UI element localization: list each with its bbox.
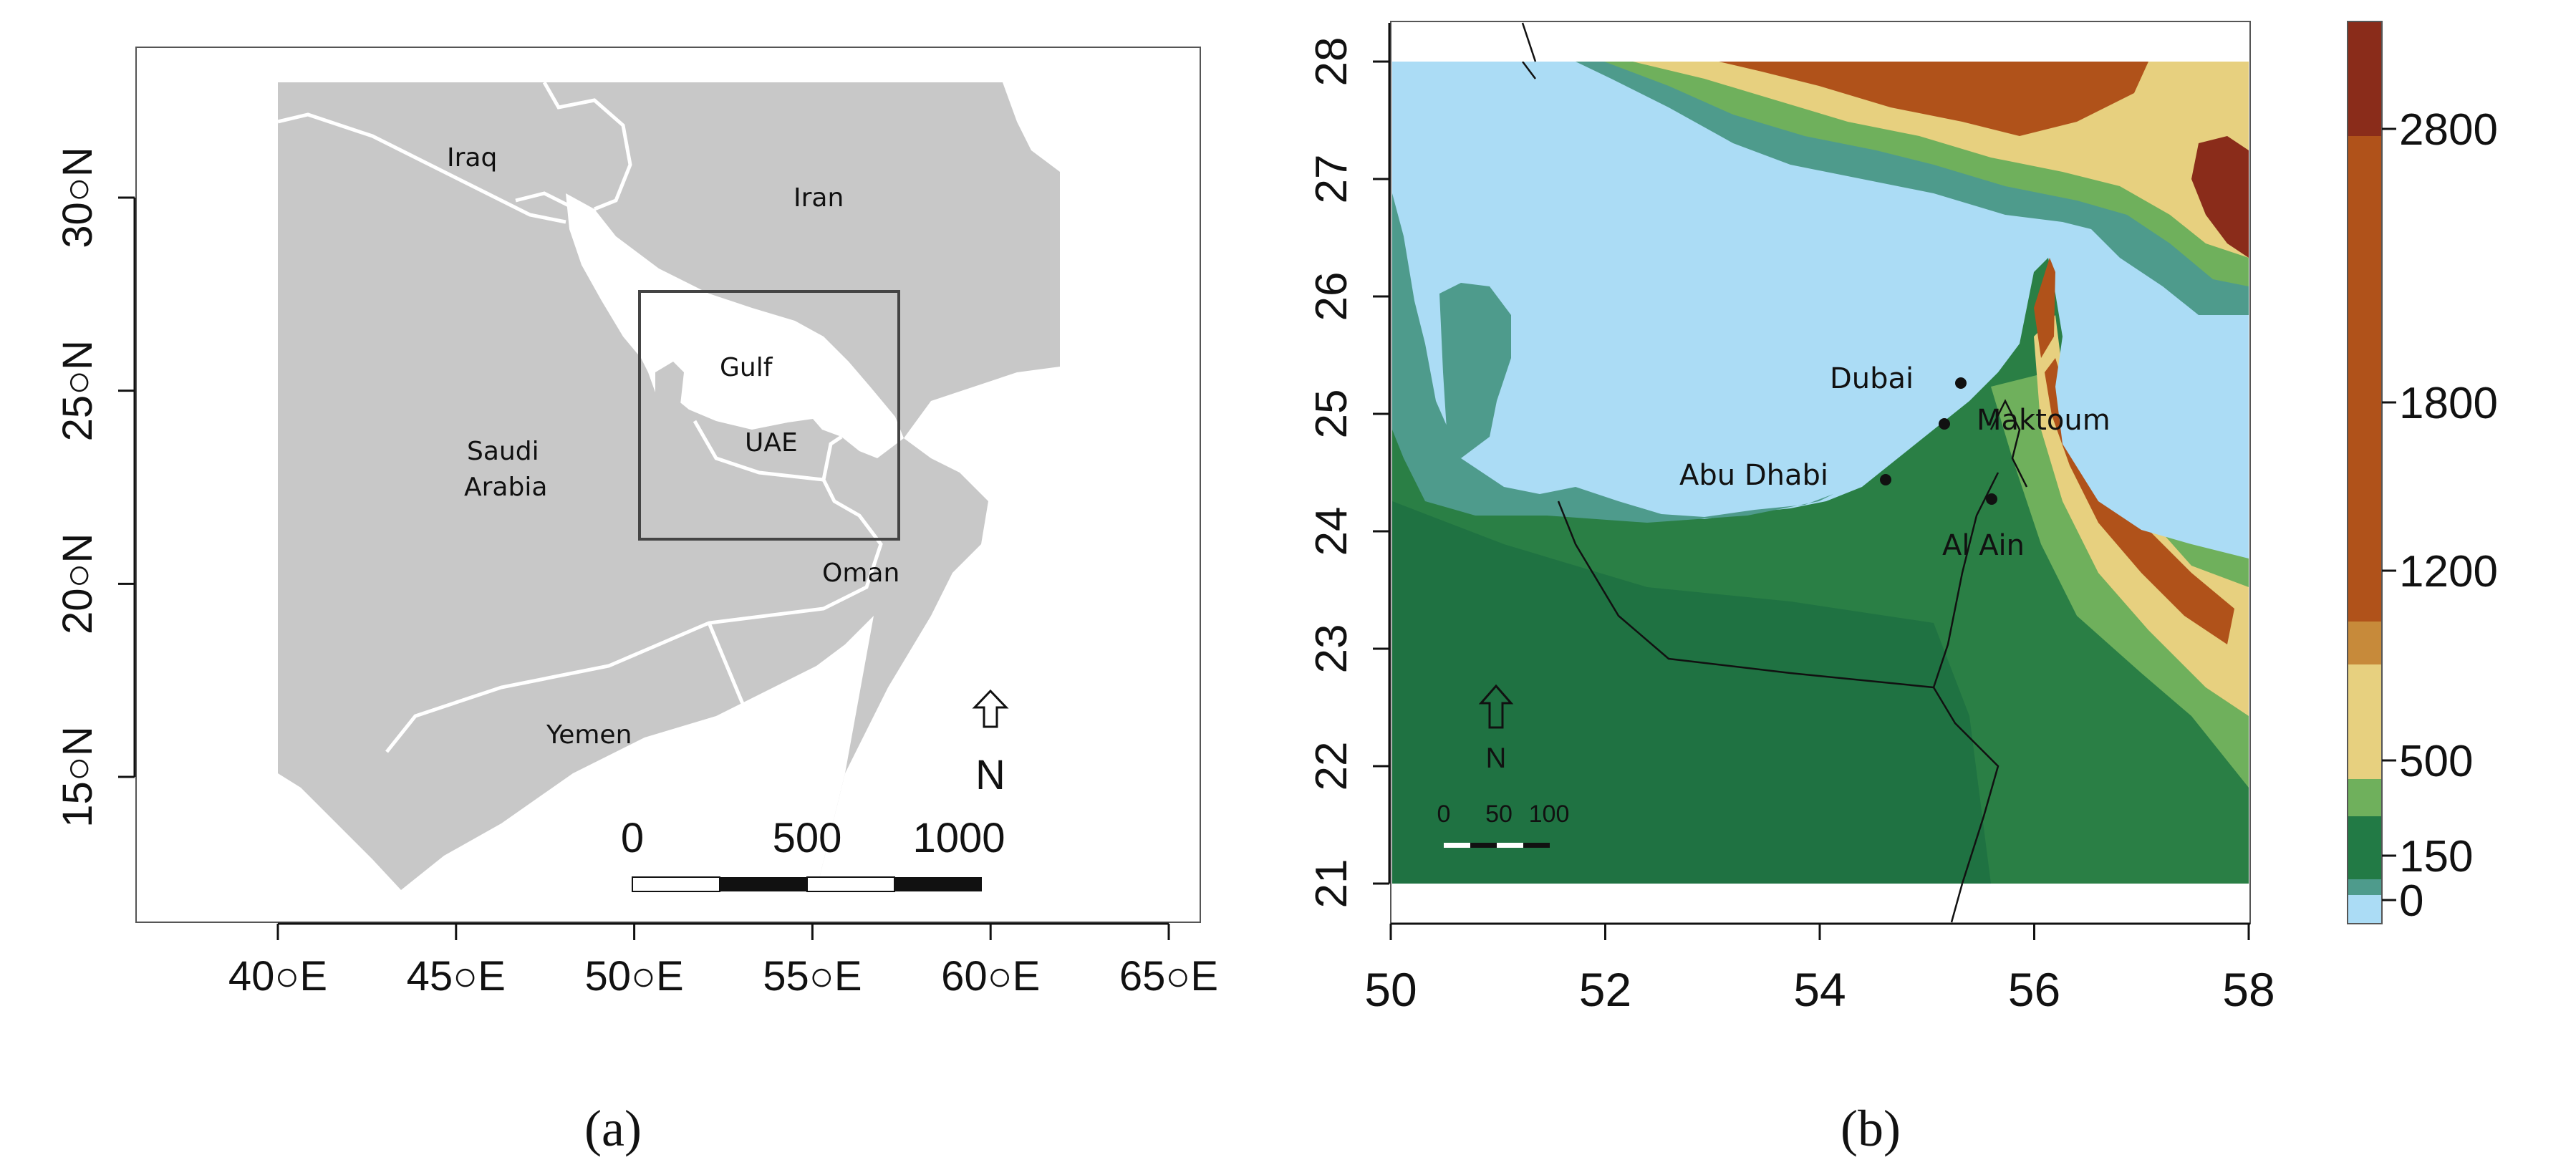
legend-swatch — [2348, 136, 2382, 622]
mountain-ridge — [2045, 358, 2234, 644]
panel-b-borders — [1522, 62, 2028, 884]
qatar-peninsula — [1439, 283, 1511, 458]
musandam — [2034, 258, 2055, 358]
city-maktoum-marker — [1939, 418, 1950, 430]
b-xtick-label: 50 — [1364, 963, 1417, 1016]
panel-b-x-axis: 50 52 54 56 58 — [1364, 922, 2275, 1016]
north-arrow-icon — [1478, 684, 1514, 729]
legend-swatch — [2348, 895, 2382, 924]
a-xtick-label: 60○E — [941, 953, 1040, 1000]
a-ytick-label: 30○N — [54, 147, 101, 248]
label-arabia: Arabia — [464, 473, 547, 502]
b-xtick-label: 54 — [1793, 963, 1846, 1016]
label-oman: Oman — [822, 559, 899, 588]
label-yemen: Yemen — [546, 720, 632, 750]
a-ytick-label: 15○N — [54, 726, 101, 827]
city-dubai-marker — [1955, 377, 1967, 389]
label-uae: UAE — [745, 428, 798, 458]
legend-label: 1200 — [2399, 547, 2498, 596]
city-alain-marker — [1986, 493, 1997, 505]
a-ytick-label: 25○N — [54, 340, 101, 441]
legend-swatch — [2348, 879, 2382, 895]
gulf-water — [566, 193, 904, 458]
legend-label: 0 — [2399, 876, 2423, 926]
a-xtick-label: 65○E — [1119, 953, 1218, 1000]
b-ytick-label: 22 — [1307, 742, 1356, 791]
b-xtick-label: 56 — [2008, 963, 2060, 1016]
legend-swatch — [2348, 779, 2382, 816]
panel-a: Iraq Iran Gulf UAE Saudi Arabia Oman Yem… — [54, 47, 1218, 1157]
label-iran: Iran — [793, 183, 844, 213]
red-sea — [278, 773, 401, 890]
legend-swatch — [2348, 664, 2382, 779]
city-abudhabi: Abu Dhabi — [1679, 459, 1828, 492]
a-xtick-label: 55○E — [763, 953, 862, 1000]
panel-a-scale-bar: 0 500 1000 — [621, 815, 1005, 892]
panel-b-map: Dubai Maktoum Abu Dhabi Al Ain N 0 50 10… — [1392, 62, 2249, 884]
iran-peaks — [2191, 136, 2249, 258]
caspian-corner — [1003, 82, 1060, 172]
iran-mountains — [1719, 62, 2148, 136]
b-ytick-label: 27 — [1307, 155, 1356, 204]
legend-swatch — [2348, 21, 2382, 136]
panel-b-y-axis: 21 22 23 24 25 26 27 28 — [1307, 23, 1391, 909]
panel-b-scale-bar: 0 50 100 — [1437, 801, 1570, 848]
panel-a-map: Iraq Iran Gulf UAE Saudi Arabia Oman Yem… — [278, 82, 1060, 890]
panel-a-y-axis: 15○N 20○N 25○N 30○N — [54, 147, 136, 828]
panel-a-x-axis: 40○E 45○E 50○E 55○E 60○E 65○E — [228, 922, 1218, 1000]
b-ytick-label: 21 — [1307, 859, 1356, 909]
legend-label: 500 — [2399, 737, 2473, 786]
label-saudi: Saudi — [467, 437, 539, 466]
panel-a-north-arrow: N — [972, 689, 1009, 798]
b-ytick-label: 24 — [1307, 507, 1356, 556]
legend-swatch — [2348, 622, 2382, 664]
legend-label: 150 — [2399, 832, 2473, 881]
north-label: N — [975, 752, 1005, 798]
a-xtick-label: 50○E — [584, 953, 683, 1000]
arabian-sea — [816, 367, 1060, 890]
b-ytick-label: 26 — [1307, 272, 1356, 321]
city-dubai: Dubai — [1830, 362, 1914, 395]
panel-b-label: (b) — [1841, 1100, 1901, 1157]
panel-a-label: (a) — [584, 1100, 642, 1157]
city-alain: Al Ain — [1942, 529, 2025, 562]
b-ytick-label: 23 — [1307, 624, 1356, 674]
panel-b-north-arrow: N — [1478, 684, 1514, 774]
north-arrow-icon — [972, 689, 1009, 728]
legend-label: 1800 — [2399, 379, 2498, 428]
qatar — [655, 362, 684, 415]
b-xtick-label: 58 — [2222, 963, 2274, 1016]
a-xtick-label: 40○E — [228, 953, 327, 1000]
city-abudhabi-marker — [1880, 474, 1891, 485]
scale-label-50: 50 — [1485, 801, 1513, 828]
legend-swatch — [2348, 816, 2382, 879]
b-ytick-label: 28 — [1307, 37, 1356, 87]
scale-label-1000: 1000 — [912, 815, 1005, 861]
a-xtick-label: 45○E — [407, 953, 506, 1000]
study-area-box — [638, 290, 900, 541]
scale-label-0: 0 — [1437, 801, 1451, 828]
label-iraq: Iraq — [447, 143, 497, 173]
city-maktoum: Maktoum — [1977, 404, 2111, 437]
country-borders — [278, 82, 883, 753]
legend-label: 2800 — [2399, 105, 2498, 155]
b-xtick-label: 52 — [1579, 963, 1631, 1016]
south-coast — [401, 616, 874, 890]
lowland — [1392, 501, 1991, 884]
north-label: N — [1486, 743, 1507, 774]
a-ytick-label: 20○N — [54, 533, 101, 634]
cities: Dubai Maktoum Abu Dhabi Al Ain — [1679, 362, 2111, 562]
scale-label-100: 100 — [1529, 801, 1570, 828]
scale-label-0: 0 — [621, 815, 644, 861]
coastal-shelf — [1392, 193, 1833, 523]
panel-b: Dubai Maktoum Abu Dhabi Al Ain N 0 50 10… — [1307, 21, 2498, 1157]
scale-label-500: 500 — [773, 815, 842, 861]
b-ytick-label: 25 — [1307, 390, 1356, 439]
label-gulf: Gulf — [720, 353, 773, 382]
